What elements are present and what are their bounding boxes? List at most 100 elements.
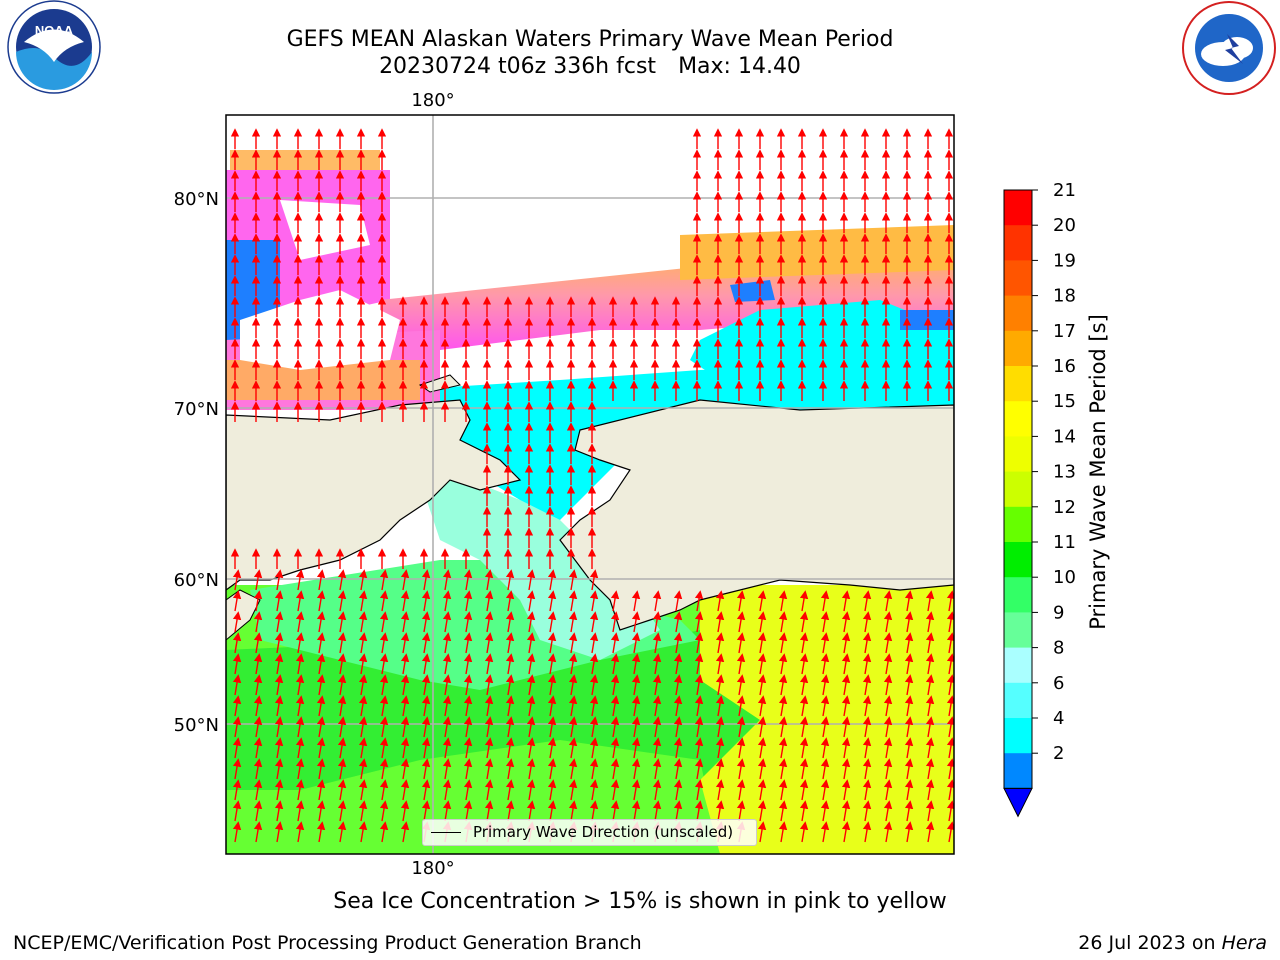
colorbar-frame [1003,189,1033,789]
wave-arrow [379,779,389,801]
wave-arrow [463,737,473,759]
wave-arrow [484,779,494,801]
wave-arrow [379,821,389,843]
wave-arrow [526,758,536,780]
wave-arrow [778,695,788,717]
wave-arrow [421,695,431,717]
colorbar-tick-label: 13 [1053,462,1076,483]
wave-arrow [715,653,725,675]
chart-title: GEFS MEAN Alaskan Waters Primary Wave Me… [286,27,894,52]
wave-arrow [925,737,935,759]
wave-arrow [862,590,872,612]
wave-arrow [841,590,851,612]
wave-arrow [883,821,893,843]
wave-arrow [421,569,431,591]
wave-arrow [505,779,515,801]
wave-arrow [547,695,557,717]
colorbar-segment [1004,471,1032,508]
colorbar-tick-label: 15 [1053,391,1076,412]
colorbar-tick-label: 19 [1053,250,1076,271]
wave-arrow [946,821,954,843]
wave-arrow [904,821,914,843]
wave-arrow [862,674,872,696]
wave-arrow [358,632,368,654]
wave-arrow [946,590,954,612]
wave-arrow [673,695,683,717]
wave-arrow [820,779,830,801]
wave-arrow [736,695,746,717]
wave-arrow [841,758,851,780]
chart-subtitle: 20230724 t06z 336h fcst Max: 14.40 [0,54,1180,79]
wave-arrow [862,779,872,801]
colorbar-tick-label: 17 [1053,321,1076,342]
wave-arrow [505,590,515,612]
wave-arrow [316,569,326,591]
wave-arrow [610,800,620,822]
wave-arrow [421,758,431,780]
wave-arrow [694,695,704,717]
wave-arrow [463,611,473,633]
wave-arrow [883,716,893,738]
wave-arrow [316,674,326,696]
wave-arrow [400,611,410,633]
wave-arrow [484,632,494,654]
wave-arrow [232,779,242,801]
wave-arrow [547,737,557,759]
wave-arrow [253,800,263,822]
wave-arrow [946,716,954,738]
wave-arrow [505,758,515,780]
wave-arrow [946,737,954,759]
wave-arrow [757,800,767,822]
wave-arrow [547,653,557,675]
wave-arrow [757,590,767,612]
wave-arrow [463,716,473,738]
wave-arrow [232,716,242,738]
wave-arrow [862,632,872,654]
wave-arrow [799,779,809,801]
wave-arrow [631,674,641,696]
wave-arrow [400,737,410,759]
wave-arrow [589,737,599,759]
wave-arrow [736,653,746,675]
wave-arrow [316,716,326,738]
wave-arrow [358,800,368,822]
wave-arrow [484,695,494,717]
wave-arrow [400,695,410,717]
wave-arrow [295,758,305,780]
footer-machine: Hera [1221,932,1267,954]
colorbar-tick-label: 8 [1053,638,1064,659]
wave-arrow [316,758,326,780]
wave-arrow [883,779,893,801]
wave-arrow [757,674,767,696]
wave-arrow [442,569,452,591]
wave-arrow [799,632,809,654]
wave-arrow [295,716,305,738]
wave-arrow [526,653,536,675]
wave-arrow [904,758,914,780]
wave-arrow [694,800,704,822]
wave-arrow [589,800,599,822]
wave-arrow [862,695,872,717]
wave-arrow [274,674,284,696]
wave-arrow [421,653,431,675]
wave-arrow [715,695,725,717]
wave-arrow [358,611,368,633]
wave-arrow [316,590,326,612]
wave-arrow [295,737,305,759]
wave-arrow [505,737,515,759]
wave-arrow [295,779,305,801]
wave-arrow [715,674,725,696]
colorbar: 21 20 19 18 17 16 15 14 13 12 11 10 9 8 6 4 2 [1003,180,1076,818]
wave-arrow [883,674,893,696]
wave-arrow [400,632,410,654]
wave-arrow [799,695,809,717]
lon-label-bottom: 180° [411,858,454,879]
wave-arrow [484,758,494,780]
wave-arrow [358,821,368,843]
wave-arrow [736,716,746,738]
wave-arrow [295,674,305,696]
wave-arrow [253,821,263,843]
wave-arrow [379,569,389,591]
wave-arrow [652,716,662,738]
wave-arrow [379,653,389,675]
